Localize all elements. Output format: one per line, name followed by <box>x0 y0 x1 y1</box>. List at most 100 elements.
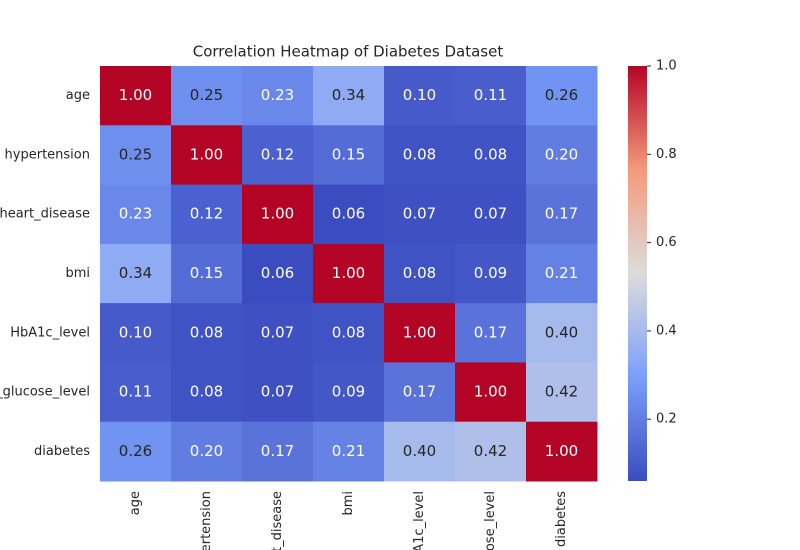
heatmap-cell <box>242 362 314 423</box>
heatmap-cell <box>171 184 243 245</box>
cell-label: 1.00 <box>332 264 365 282</box>
cell-label: 0.11 <box>119 383 152 401</box>
heatmap-cell <box>455 184 527 245</box>
cell-label: 0.08 <box>332 323 365 341</box>
heatmap-cell <box>242 243 314 304</box>
heatmap-cell <box>384 125 456 186</box>
cell-label: 0.25 <box>119 145 152 163</box>
cell-label: 0.23 <box>261 86 294 104</box>
cell-label: 0.11 <box>474 86 507 104</box>
heatmap-cell <box>313 243 385 304</box>
heatmap-cell <box>313 362 385 423</box>
cell-label: 0.23 <box>119 205 152 223</box>
heatmap-cell <box>313 421 385 482</box>
cell-label: 0.17 <box>261 442 294 460</box>
x-tick-label: age <box>128 491 143 515</box>
cell-label: 0.07 <box>403 205 436 223</box>
cell-label: 0.06 <box>332 205 365 223</box>
cell-label: 0.42 <box>545 383 578 401</box>
cell-label: 0.20 <box>190 442 223 460</box>
heatmap-cell <box>242 421 314 482</box>
heatmap-cell <box>455 243 527 304</box>
y-tick-label: HbA1c_level <box>10 325 90 340</box>
x-tick-label: diabetes <box>554 491 569 547</box>
cell-label: 1.00 <box>545 442 578 460</box>
cell-label: 0.26 <box>545 86 578 104</box>
cell-label: 0.07 <box>261 323 294 341</box>
y-tick-label: diabetes <box>34 444 90 459</box>
cell-label: 0.06 <box>261 264 294 282</box>
heatmap-cell <box>526 243 598 304</box>
heatmap-cell <box>313 125 385 186</box>
heatmap-cell <box>313 66 385 126</box>
heatmap-cell <box>100 421 172 482</box>
cell-label: 0.15 <box>332 145 365 163</box>
colorbar-tick-label: 0.2 <box>656 412 677 427</box>
y-tick-label: age <box>66 88 90 103</box>
heatmap-cell <box>242 303 314 363</box>
heatmap-cell <box>526 125 598 186</box>
cell-label: 0.40 <box>403 442 436 460</box>
cell-label: 0.34 <box>119 264 152 282</box>
heatmap-cell <box>100 243 172 304</box>
cell-label: 0.21 <box>332 442 365 460</box>
cell-label: 1.00 <box>403 323 436 341</box>
heatmap-cell <box>384 184 456 245</box>
cell-label: 0.07 <box>261 383 294 401</box>
heatmap-cell <box>242 184 314 245</box>
x-tick-label: heart_disease <box>270 491 285 550</box>
heatmap-cell <box>100 66 172 126</box>
heatmap-cell <box>384 303 456 363</box>
cell-label: 0.12 <box>261 145 294 163</box>
cell-label: 0.17 <box>474 323 507 341</box>
colorbar-tick-label: 0.6 <box>656 235 677 250</box>
heatmap-cell <box>384 421 456 482</box>
y-tick-label: hypertension <box>5 147 90 162</box>
heatmap-cell <box>455 66 527 126</box>
cell-label: 0.20 <box>545 145 578 163</box>
heatmap-cell <box>384 66 456 126</box>
heatmap-cell <box>526 66 598 126</box>
y-tick-label: bmi <box>65 266 90 281</box>
heatmap-cell <box>384 243 456 304</box>
cell-label: 0.34 <box>332 86 365 104</box>
heatmap-cell <box>313 184 385 245</box>
cell-label: 0.10 <box>119 323 152 341</box>
x-tick-label: hypertension <box>199 491 214 550</box>
cell-label: 0.09 <box>474 264 507 282</box>
heatmap-cell <box>100 362 172 423</box>
cell-label: 1.00 <box>119 86 152 104</box>
heatmap-cell <box>171 362 243 423</box>
cell-label: 0.10 <box>403 86 436 104</box>
heatmap-cell <box>455 303 527 363</box>
x-tick-label: HbA1c_level <box>412 491 427 550</box>
x-tick-label: blood_glucose_level <box>483 491 498 550</box>
cell-label: 0.42 <box>474 442 507 460</box>
cell-label: 0.08 <box>190 383 223 401</box>
cell-label: 0.26 <box>119 442 152 460</box>
heatmap-cell <box>171 125 243 186</box>
colorbar <box>628 66 647 481</box>
cell-label: 0.17 <box>545 205 578 223</box>
cell-label: 0.12 <box>190 205 223 223</box>
y-tick-label: blood_glucose_level <box>0 385 90 400</box>
y-tick-label: heart_disease <box>0 207 90 222</box>
heatmap-cell <box>455 125 527 186</box>
heatmap-cell <box>100 303 172 363</box>
colorbar-tick-label: 0.4 <box>656 323 677 338</box>
cell-label: 0.25 <box>190 86 223 104</box>
heatmap-cell <box>526 421 598 482</box>
heatmap-cell <box>171 421 243 482</box>
colorbar-tick-label: 1.0 <box>656 59 677 74</box>
heatmap-cell <box>384 362 456 423</box>
heatmap-cell <box>526 362 598 423</box>
heatmap-cell <box>100 184 172 245</box>
cell-label: 1.00 <box>474 383 507 401</box>
cell-label: 0.15 <box>190 264 223 282</box>
cell-label: 0.21 <box>545 264 578 282</box>
cell-label: 0.07 <box>474 205 507 223</box>
heatmap-cell <box>242 66 314 126</box>
cell-label: 1.00 <box>190 145 223 163</box>
